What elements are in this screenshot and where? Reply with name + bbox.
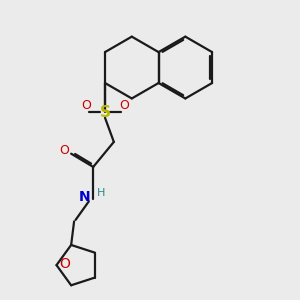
Text: N: N bbox=[79, 190, 91, 204]
Text: O: O bbox=[119, 99, 129, 112]
Text: O: O bbox=[60, 144, 70, 157]
Text: S: S bbox=[100, 105, 110, 120]
Text: H: H bbox=[97, 188, 106, 198]
Text: O: O bbox=[59, 256, 70, 271]
Text: O: O bbox=[81, 99, 91, 112]
